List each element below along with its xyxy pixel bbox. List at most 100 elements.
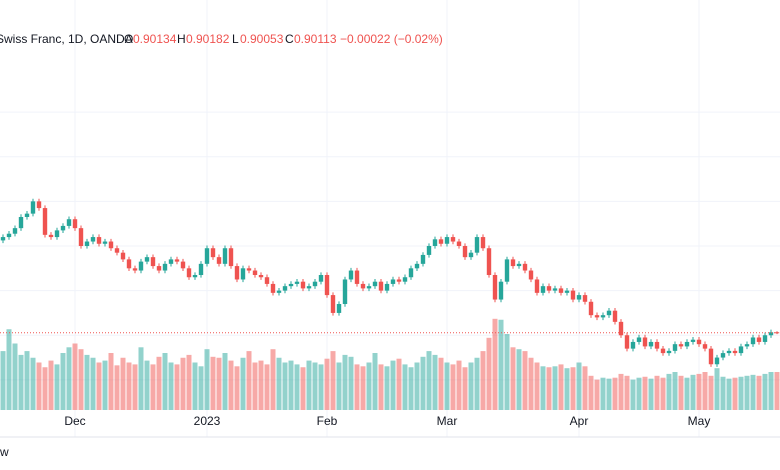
candle-body: [726, 350, 732, 354]
volume-bar: [702, 372, 708, 410]
candle-body: [210, 248, 216, 258]
candle-body: [90, 237, 96, 242]
candle-body: [138, 261, 144, 271]
candle-body: [336, 304, 342, 313]
volume-bar: [360, 366, 366, 410]
candle-body: [372, 281, 378, 287]
volume-bar: [438, 357, 444, 410]
x-axis: Dec 2023 Feb Mar Apr May: [64, 414, 710, 428]
candle-body: [0, 237, 6, 241]
candle-body: [474, 237, 480, 253]
candle-body: [366, 286, 372, 289]
candle-body: [144, 257, 150, 262]
volume-bar: [210, 356, 216, 410]
volume-bar: [138, 347, 144, 410]
ohlc-label: H: [177, 32, 186, 46]
candle-body: [576, 295, 582, 300]
volume-bar: [612, 377, 618, 410]
volume-bar: [402, 364, 408, 410]
candle-body: [480, 237, 486, 249]
candle-body: [588, 301, 594, 316]
candle-body: [96, 237, 102, 244]
candle-body: [288, 283, 294, 287]
volume-bar: [528, 357, 534, 410]
candle-body: [162, 263, 168, 271]
candle-body: [192, 275, 198, 278]
ohlc-label: O: [124, 32, 133, 46]
candle-body: [702, 344, 708, 349]
volume-bar: [522, 351, 528, 410]
volume-bar: [414, 362, 420, 410]
x-tick-label: Mar: [437, 414, 458, 428]
volume-bar: [300, 367, 306, 410]
volume-bar: [162, 353, 168, 410]
volume-bar: [768, 372, 774, 410]
candle-body: [216, 257, 222, 264]
candle-body: [354, 270, 360, 284]
volume-bar: [648, 378, 654, 410]
volume-bar: [342, 354, 348, 410]
candle-body: [234, 266, 240, 280]
volume-bar: [480, 351, 486, 410]
volume-bar: [66, 347, 72, 410]
candle-body: [738, 346, 744, 354]
volume-bar: [294, 364, 300, 410]
volume-bar: [774, 372, 780, 410]
candle-body: [528, 270, 534, 280]
volume-bar: [102, 360, 108, 410]
candle-body: [720, 353, 726, 358]
volume-bar: [600, 377, 606, 410]
ohlc-value: 0.90134: [133, 32, 177, 46]
candle-body: [252, 270, 258, 276]
candle-body: [696, 339, 702, 345]
candle-body: [378, 281, 384, 291]
volume-bar: [696, 373, 702, 410]
volume-bar: [366, 362, 372, 410]
volume-bar: [264, 364, 270, 410]
volume-bar: [738, 376, 744, 410]
volume-bar: [660, 377, 666, 410]
candle-body: [132, 268, 138, 271]
candle-body: [768, 332, 774, 336]
candle-body: [294, 281, 300, 284]
volume-bar: [462, 367, 468, 410]
candle-body: [330, 295, 336, 313]
volume-bar: [36, 362, 42, 410]
candle-body: [558, 288, 564, 293]
volume-bar: [474, 357, 480, 410]
candle-body: [762, 335, 768, 342]
candle-body: [390, 279, 396, 284]
volume-bar: [516, 349, 522, 410]
volume-bar: [372, 353, 378, 410]
volume-bar: [54, 364, 60, 410]
volume-bar: [576, 362, 582, 410]
volume-bar: [570, 367, 576, 410]
volume-bar: [732, 377, 738, 410]
volume-bar: [30, 357, 36, 410]
candle-body: [678, 344, 684, 347]
volume-bar: [228, 360, 234, 410]
candle-body: [654, 341, 660, 349]
volume-bar: [684, 377, 690, 410]
candle-body: [18, 216, 24, 229]
candle-body: [126, 259, 132, 269]
candle-body: [714, 357, 720, 365]
volume-bar: [588, 375, 594, 410]
volume-bar: [240, 357, 246, 410]
candle-body: [384, 283, 390, 291]
legend-header: Swiss Franc, 1D, OANDA O 0.90134 H 0.901…: [0, 32, 443, 46]
volume-bar: [96, 362, 102, 410]
volume-bar: [594, 379, 600, 410]
volume-bar: [552, 366, 558, 410]
volume-bar: [90, 357, 96, 410]
candle-body: [114, 248, 120, 253]
x-tick-label: Dec: [64, 414, 85, 428]
volume-bar: [120, 357, 126, 410]
candle-body: [468, 252, 474, 258]
volume-bar: [564, 368, 570, 410]
candle-body: [300, 281, 306, 289]
volume-bar: [468, 362, 474, 410]
volume-bar: [108, 353, 114, 410]
candle-body: [168, 259, 174, 264]
